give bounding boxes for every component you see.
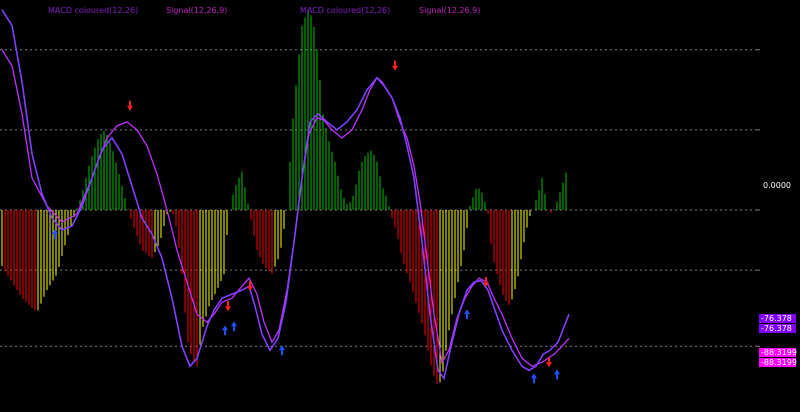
buy-arrow-stem bbox=[224, 330, 226, 336]
buy-arrow-stem bbox=[281, 350, 283, 356]
signal-line bbox=[1, 49, 570, 368]
sell-arrow-icon bbox=[225, 306, 231, 312]
buy-arrow-stem bbox=[556, 374, 558, 380]
buy-arrow-icon bbox=[222, 325, 228, 331]
sell-arrow-stem bbox=[249, 281, 251, 287]
legend-signal-label-2: Signal(12,26,9) bbox=[419, 6, 481, 15]
macd-value-badge: -76.378 bbox=[759, 314, 796, 323]
sell-arrow-icon bbox=[546, 362, 552, 368]
signal-value-badge-2: -88.3199 bbox=[759, 358, 797, 367]
buy-arrow-stem bbox=[233, 326, 235, 332]
sell-arrow-stem bbox=[394, 60, 396, 66]
sell-arrow-stem bbox=[548, 357, 550, 363]
buy-arrow-stem bbox=[466, 314, 468, 320]
buy-arrow-icon bbox=[52, 229, 58, 235]
macd-line bbox=[1, 9, 570, 381]
buy-arrow-icon bbox=[279, 345, 285, 351]
sell-arrow-stem bbox=[129, 100, 131, 106]
buy-arrow-icon bbox=[531, 373, 537, 379]
sell-arrow-stem bbox=[227, 301, 229, 307]
zero-axis-label: 0.0000 bbox=[763, 181, 791, 190]
sell-arrow-icon bbox=[483, 282, 489, 288]
sell-arrow-icon bbox=[392, 65, 398, 71]
buy-arrow-stem bbox=[54, 234, 56, 240]
legend-macd-label: MACD coloured(12,26) bbox=[48, 6, 139, 15]
legend-macd-label-2: MACD coloured(12,26) bbox=[300, 6, 391, 15]
buy-arrow-icon bbox=[464, 309, 470, 315]
signal-value-badge: -88.3199 bbox=[759, 348, 797, 357]
sell-arrow-icon bbox=[127, 105, 133, 111]
buy-arrow-icon bbox=[231, 321, 237, 327]
macd-value-badge-2: -76.378 bbox=[759, 324, 796, 333]
sell-arrow-icon bbox=[247, 286, 253, 292]
buy-arrow-stem bbox=[533, 378, 535, 384]
legend-signal-label: Signal(12,26,9) bbox=[166, 6, 228, 15]
sell-arrow-stem bbox=[485, 277, 487, 283]
buy-arrow-icon bbox=[554, 369, 560, 375]
